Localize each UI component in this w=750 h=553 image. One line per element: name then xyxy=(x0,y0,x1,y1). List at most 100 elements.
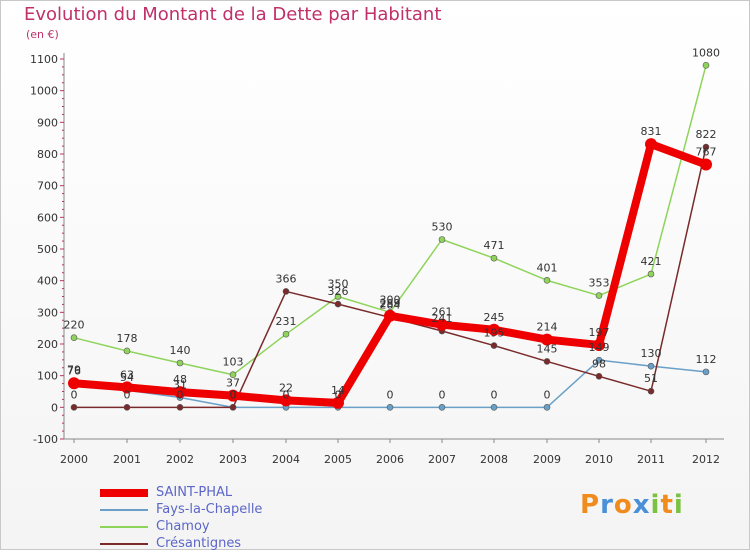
x-tick-label: 2009 xyxy=(533,453,561,466)
data-label-cr-santignes: 284 xyxy=(380,298,401,311)
point-chamoy xyxy=(282,330,290,338)
x-tick-label: 2004 xyxy=(272,453,300,466)
data-label-saint-phal: 767 xyxy=(696,145,717,158)
data-label-fays-la-chapelle: 54 xyxy=(120,371,134,384)
point-chamoy xyxy=(229,371,237,379)
legend-label: Chamoy xyxy=(156,519,210,534)
data-label-chamoy: 231 xyxy=(276,315,297,328)
point-chamoy xyxy=(70,334,78,341)
x-tick-label: 2001 xyxy=(113,453,141,466)
data-label-fays-la-chapelle: 112 xyxy=(696,353,717,366)
y-tick-label: 700 xyxy=(37,180,58,193)
point-chamoy xyxy=(490,254,498,262)
point-chamoy xyxy=(438,236,446,243)
data-label-fays-la-chapelle: 0 xyxy=(283,388,290,401)
data-label-saint-phal: 14 xyxy=(331,384,345,397)
point-saint-phal xyxy=(280,394,292,407)
y-tick-label: 1100 xyxy=(30,53,58,66)
data-label-saint-phal: 48 xyxy=(173,373,187,386)
x-tick-label: 2005 xyxy=(324,453,352,466)
point-fays-la-chapelle xyxy=(438,404,446,411)
x-tick-label: 2003 xyxy=(219,453,247,466)
logo-letter: i xyxy=(673,490,684,520)
data-label-chamoy: 178 xyxy=(117,332,138,345)
point-fays-la-chapelle xyxy=(647,362,655,370)
legend-label: Crésantignes xyxy=(156,536,242,551)
data-label-cr-santignes: 0 xyxy=(71,388,78,401)
data-label-cr-santignes: 145 xyxy=(537,342,558,355)
x-tick-label: 2012 xyxy=(692,453,720,466)
point-saint-phal xyxy=(541,333,553,346)
y-tick-label: 500 xyxy=(37,243,58,256)
data-label-fays-la-chapelle: 130 xyxy=(641,347,662,360)
data-label-chamoy: 530 xyxy=(432,221,453,234)
data-label-fays-la-chapelle: 0 xyxy=(544,388,551,401)
y-tick-label: 800 xyxy=(37,148,58,161)
logo-letter: P xyxy=(580,490,601,520)
point-cr-santignes xyxy=(282,288,290,295)
point-chamoy xyxy=(176,359,184,367)
data-label-cr-santignes: 0 xyxy=(177,388,184,401)
data-label-saint-phal: 214 xyxy=(537,321,558,334)
point-saint-phal xyxy=(700,158,712,171)
proxiti-logo: Proxiti xyxy=(580,490,684,520)
data-label-saint-phal: 63 xyxy=(120,368,134,381)
point-fays-la-chapelle xyxy=(386,404,394,411)
data-label-chamoy: 401 xyxy=(537,261,558,274)
data-label-saint-phal: 76 xyxy=(67,364,81,377)
point-cr-santignes xyxy=(490,342,498,349)
x-tick-label: 2000 xyxy=(60,453,88,466)
series-line-saint-phal xyxy=(70,140,710,407)
data-label-saint-phal: 261 xyxy=(432,306,453,319)
y-tick-label: 0 xyxy=(51,401,58,414)
x-tick-label: 2002 xyxy=(166,453,194,466)
data-label-cr-santignes: 241 xyxy=(432,312,453,325)
point-chamoy xyxy=(647,270,655,278)
point-cr-santignes xyxy=(334,300,342,308)
x-tick-label: 2008 xyxy=(480,453,508,466)
point-chamoy xyxy=(123,347,131,355)
data-label-saint-phal: 197 xyxy=(589,326,610,339)
y-tick-label: 600 xyxy=(37,211,58,224)
point-saint-phal xyxy=(488,323,500,336)
logo-letter: i xyxy=(650,490,661,520)
logo-letter: t xyxy=(660,490,674,520)
data-label-fays-la-chapelle: 149 xyxy=(589,341,610,354)
legend-label: SAINT-PHAL xyxy=(156,485,233,500)
data-label-cr-santignes: 822 xyxy=(696,128,717,141)
point-cr-santignes xyxy=(702,143,710,151)
point-fays-la-chapelle xyxy=(490,404,498,411)
data-label-chamoy: 220 xyxy=(64,319,85,332)
x-tick-label: 2011 xyxy=(637,453,665,466)
point-cr-santignes xyxy=(70,404,78,411)
legend-swatch xyxy=(100,509,148,511)
data-label-fays-la-chapelle: 0 xyxy=(230,388,237,401)
y-tick-label: 900 xyxy=(37,116,58,129)
y-tick-label: 300 xyxy=(37,306,58,319)
data-label-cr-santignes: 326 xyxy=(328,285,349,298)
point-fays-la-chapelle xyxy=(543,404,551,411)
logo-letter: r xyxy=(600,490,614,520)
data-label-cr-santignes: 0 xyxy=(124,388,131,401)
data-label-chamoy: 140 xyxy=(170,344,191,357)
data-label-chamoy: 103 xyxy=(223,356,244,369)
data-label-chamoy: 350 xyxy=(328,278,349,291)
chart-title: Evolution du Montant de la Dette par Hab… xyxy=(24,4,442,25)
data-label-fays-la-chapelle: 31 xyxy=(173,379,187,392)
point-saint-phal xyxy=(121,381,133,394)
point-chamoy xyxy=(702,62,710,69)
data-label-saint-phal: 37 xyxy=(226,377,240,390)
point-fays-la-chapelle xyxy=(702,368,710,376)
point-saint-phal xyxy=(174,386,186,399)
y-tick-label: 100 xyxy=(37,370,58,383)
x-tick-label: 2006 xyxy=(376,453,404,466)
y-tick-label: 200 xyxy=(37,338,58,351)
point-saint-phal xyxy=(332,396,344,409)
x-tick-label: 2007 xyxy=(428,453,456,466)
data-label-chamoy: 471 xyxy=(484,239,505,252)
data-label-fays-la-chapelle: 0 xyxy=(491,388,498,401)
data-label-chamoy: 353 xyxy=(589,277,610,290)
legend-swatch xyxy=(100,489,148,497)
